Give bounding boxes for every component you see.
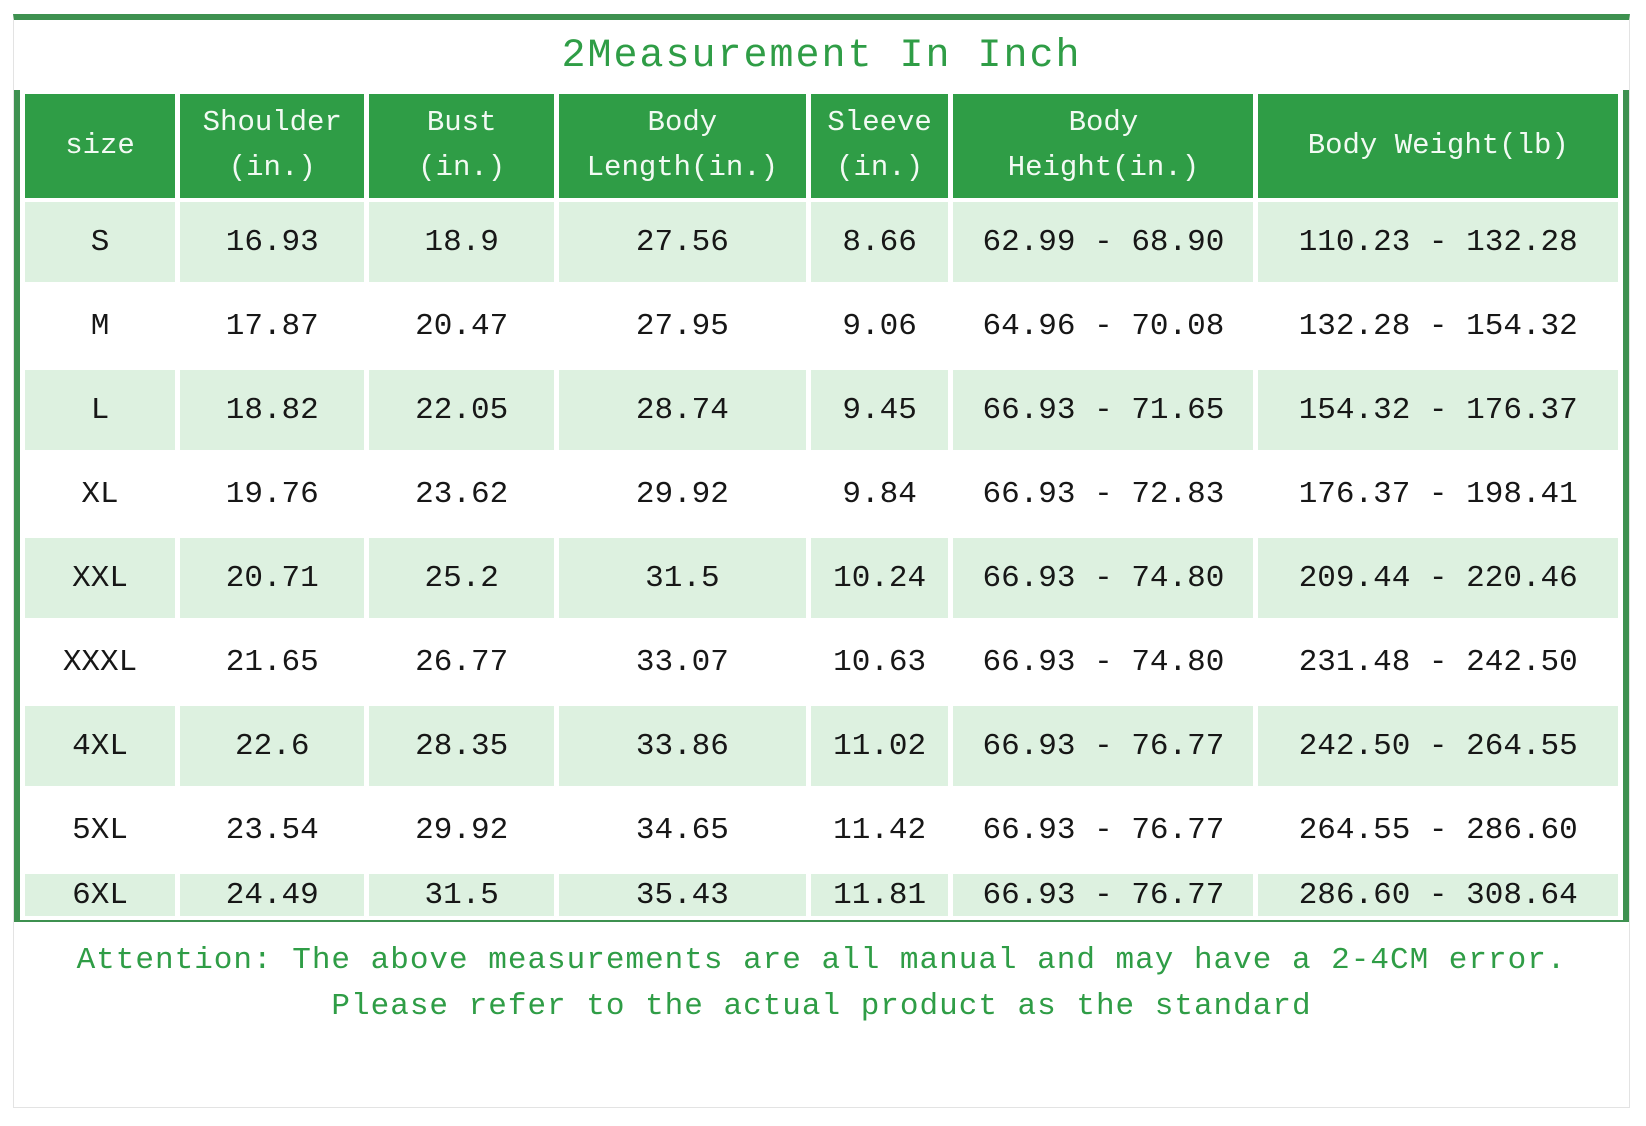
measurement-cell: 154.32 - 176.37 xyxy=(1258,370,1618,450)
measurement-cell: 66.93 - 76.77 xyxy=(953,874,1254,916)
measurement-cell: 18.82 xyxy=(180,370,365,450)
size-cell: S xyxy=(25,202,176,282)
measurement-cell: 264.55 - 286.60 xyxy=(1258,790,1618,870)
measurement-cell: 35.43 xyxy=(558,874,806,916)
measurement-cell: 176.37 - 198.41 xyxy=(1258,454,1618,534)
measurement-cell: 66.93 - 72.83 xyxy=(953,454,1254,534)
measurement-cell: 66.93 - 74.80 xyxy=(953,622,1254,702)
measurement-cell: 8.66 xyxy=(810,202,949,282)
measurement-cell: 9.06 xyxy=(810,286,949,366)
column-header: Body Height(in.) xyxy=(953,94,1254,198)
size-cell: L xyxy=(25,370,176,450)
measurement-cell: 66.93 - 74.80 xyxy=(953,538,1254,618)
measurement-cell: 23.54 xyxy=(180,790,365,870)
measurement-cell: 64.96 - 70.08 xyxy=(953,286,1254,366)
attention-note: Attention: The above measurements are al… xyxy=(14,922,1629,1040)
measurement-cell: 132.28 - 154.32 xyxy=(1258,286,1618,366)
column-header: size xyxy=(25,94,176,198)
size-cell: M xyxy=(25,286,176,366)
measurement-cell: 17.87 xyxy=(180,286,365,366)
size-cell: XXXL xyxy=(25,622,176,702)
measurement-cell: 29.92 xyxy=(369,790,554,870)
table-row: XXXL 21.65 26.77 33.07 10.63 66.93 - 74.80 231… xyxy=(25,622,1618,702)
column-header: Shoulder (in.) xyxy=(180,94,365,198)
chart-title: 2Measurement In Inch xyxy=(561,34,1082,79)
measurement-cell: 209.44 - 220.46 xyxy=(1258,538,1618,618)
size-cell: XXL xyxy=(25,538,176,618)
measurement-cell: 29.92 xyxy=(558,454,806,534)
table-row: 5XL 23.54 29.92 34.65 11.42 66.93 - 76.77 264.… xyxy=(25,790,1618,870)
measurement-cell: 242.50 - 264.55 xyxy=(1258,706,1618,786)
table-row: 6XL 24.49 31.5 35.43 11.81 66.93 - 76.77 286.6… xyxy=(25,874,1618,916)
table-row: 4XL 22.6 28.35 33.86 11.02 66.93 - 76.77 242.5… xyxy=(25,706,1618,786)
measurement-cell: 21.65 xyxy=(180,622,365,702)
measurement-cell: 22.05 xyxy=(369,370,554,450)
measurement-cell: 16.93 xyxy=(180,202,365,282)
measurement-cell: 31.5 xyxy=(369,874,554,916)
table-frame: size Shoulder (in.) Bust (in.) Body Length(… xyxy=(14,90,1629,922)
measurement-cell: 10.63 xyxy=(810,622,949,702)
table-row: M 17.87 20.47 27.95 9.06 64.96 - 70.08 132.28 … xyxy=(25,286,1618,366)
measurement-cell: 27.56 xyxy=(558,202,806,282)
table-row: L 18.82 22.05 28.74 9.45 66.93 - 71.65 154.32 … xyxy=(25,370,1618,450)
measurement-cell: 110.23 - 132.28 xyxy=(1258,202,1618,282)
measurement-cell: 9.45 xyxy=(810,370,949,450)
measurement-cell: 33.86 xyxy=(558,706,806,786)
measurement-cell: 66.93 - 71.65 xyxy=(953,370,1254,450)
measurement-cell: 286.60 - 308.64 xyxy=(1258,874,1618,916)
measurement-cell: 28.35 xyxy=(369,706,554,786)
measurement-cell: 66.93 - 76.77 xyxy=(953,706,1254,786)
column-header: Body Length(in.) xyxy=(558,94,806,198)
measurement-cell: 19.76 xyxy=(180,454,365,534)
measurement-cell: 66.93 - 76.77 xyxy=(953,790,1254,870)
table-row: XXL 20.71 25.2 31.5 10.24 66.93 - 74.80 209.44… xyxy=(25,538,1618,618)
size-cell: XL xyxy=(25,454,176,534)
column-header: Bust (in.) xyxy=(369,94,554,198)
size-chart-table: size Shoulder (in.) Bust (in.) Body Length(… xyxy=(20,90,1623,920)
table-row: XL 19.76 23.62 29.92 9.84 66.93 - 72.83 176.37… xyxy=(25,454,1618,534)
size-cell: 5XL xyxy=(25,790,176,870)
measurement-cell: 9.84 xyxy=(810,454,949,534)
attention-line-1: Attention: The above measurements are al… xyxy=(76,943,1567,978)
measurement-cell: 11.42 xyxy=(810,790,949,870)
measurement-cell: 11.81 xyxy=(810,874,949,916)
measurement-cell: 26.77 xyxy=(369,622,554,702)
measurement-cell: 24.49 xyxy=(180,874,365,916)
measurement-cell: 62.99 - 68.90 xyxy=(953,202,1254,282)
measurement-cell: 18.9 xyxy=(369,202,554,282)
size-cell: 6XL xyxy=(25,874,176,916)
size-cell: 4XL xyxy=(25,706,176,786)
table-header-row: size Shoulder (in.) Bust (in.) Body Length(… xyxy=(25,94,1618,198)
attention-line-2: Please refer to the actual product as th… xyxy=(331,988,1312,1024)
column-header: Body Weight(lb) xyxy=(1258,94,1618,198)
measurement-cell: 10.24 xyxy=(810,538,949,618)
table-row: S 16.93 18.9 27.56 8.66 62.99 - 68.90 110.23 -… xyxy=(25,202,1618,282)
measurement-cell: 23.62 xyxy=(369,454,554,534)
measurement-cell: 28.74 xyxy=(558,370,806,450)
measurement-cell: 31.5 xyxy=(558,538,806,618)
measurement-cell: 11.02 xyxy=(810,706,949,786)
size-chart-panel: 2Measurement In Inch size Shoulder (in.) B… xyxy=(13,14,1630,1108)
measurement-cell: 25.2 xyxy=(369,538,554,618)
measurement-cell: 22.6 xyxy=(180,706,365,786)
measurement-cell: 20.71 xyxy=(180,538,365,618)
column-header: Sleeve (in.) xyxy=(810,94,949,198)
measurement-cell: 231.48 - 242.50 xyxy=(1258,622,1618,702)
measurement-cell: 27.95 xyxy=(558,286,806,366)
measurement-cell: 34.65 xyxy=(558,790,806,870)
measurement-cell: 20.47 xyxy=(369,286,554,366)
measurement-cell: 33.07 xyxy=(558,622,806,702)
